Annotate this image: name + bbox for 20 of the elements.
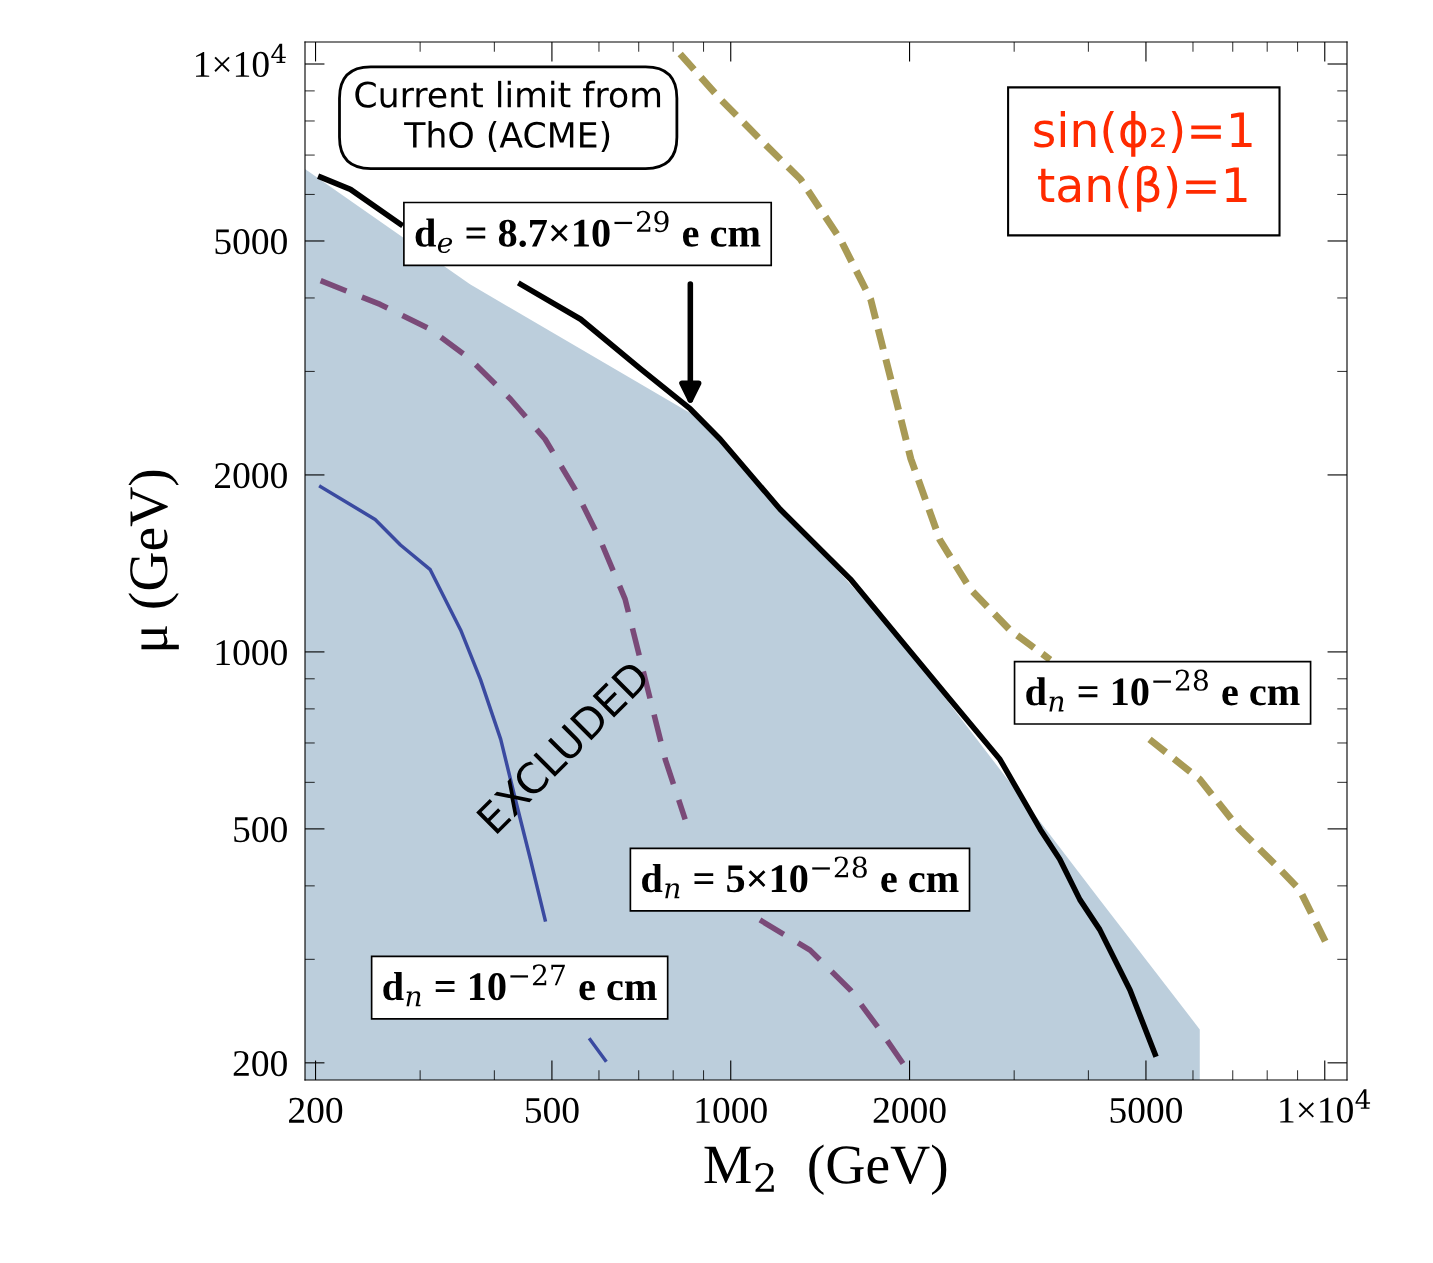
- annotation: d$_{n}$ = 10$^{−28}$ e cm: [1026, 669, 1300, 712]
- x-tick-label: 2000: [873, 1097, 946, 1124]
- x-tick-label: 5000: [1110, 1097, 1183, 1124]
- annotation: d$_{e}$ = 8.7×10$^{−29}$ e cm: [415, 210, 761, 254]
- y-tick-label: 1×10$^{4}$: [196, 43, 286, 78]
- y-tick-label: 200: [233, 1050, 287, 1077]
- annotation: d$_{n}$ = 5×10$^{−28}$ e cm: [642, 856, 959, 899]
- annotation: Current limit from ThO (ACME): [355, 80, 661, 153]
- y-tick-label: 500: [234, 816, 287, 843]
- x-tick-label: 200: [289, 1097, 343, 1124]
- x-tick-label: 500: [525, 1097, 579, 1124]
- annotation: d$_{n}$ = 10$^{−27}$ e cm: [383, 964, 657, 1007]
- y-axis-title: μ (GeV): [128, 470, 179, 650]
- y-tick-label: 1000: [216, 639, 287, 666]
- x-axis-title: M$_{2}$ (GeV): [704, 1144, 947, 1195]
- x-tick-label: 1×10$^{4}$: [1280, 1089, 1371, 1123]
- y-tick-label: 2000: [214, 463, 287, 489]
- annotation: sin(ϕ₂)=1 tan(β)=1: [1034, 111, 1252, 212]
- x-tick-label: 1000: [696, 1097, 767, 1124]
- y-tick-label: 5000: [215, 229, 287, 255]
